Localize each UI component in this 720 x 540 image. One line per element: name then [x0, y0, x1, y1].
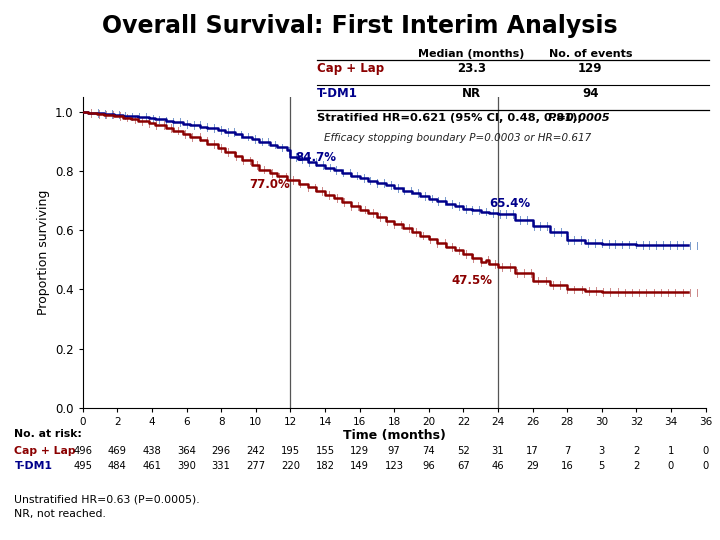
Text: Time (months): Time (months): [343, 429, 446, 442]
Text: Median (months): Median (months): [418, 49, 525, 59]
Text: 461: 461: [143, 461, 161, 471]
Text: 94: 94: [582, 87, 598, 100]
Text: 149: 149: [350, 461, 369, 471]
Text: 469: 469: [108, 446, 127, 456]
Text: 7: 7: [564, 446, 570, 456]
Text: 77.0%: 77.0%: [249, 178, 289, 191]
Text: No. at risk:: No. at risk:: [14, 429, 82, 440]
Text: 5: 5: [598, 461, 605, 471]
Text: 129: 129: [578, 62, 603, 75]
Text: 0: 0: [668, 461, 674, 471]
Text: 1: 1: [668, 446, 674, 456]
Text: 96: 96: [423, 461, 435, 471]
Text: 23.3: 23.3: [457, 62, 486, 75]
Text: 331: 331: [212, 461, 230, 471]
Text: 182: 182: [315, 461, 335, 471]
Text: 438: 438: [143, 446, 161, 456]
Text: 65.4%: 65.4%: [490, 197, 531, 210]
Text: 74: 74: [423, 446, 435, 456]
Text: 17: 17: [526, 446, 539, 456]
Y-axis label: Proportion surviving: Proportion surviving: [37, 190, 50, 315]
Text: Stratified HR=0.621 (95% CI, 0.48, 0.81);: Stratified HR=0.621 (95% CI, 0.48, 0.81)…: [317, 113, 582, 123]
Text: 29: 29: [526, 461, 539, 471]
Text: 52: 52: [457, 446, 469, 456]
Text: 3: 3: [598, 446, 605, 456]
Text: 2: 2: [633, 461, 639, 471]
Text: 47.5%: 47.5%: [451, 274, 492, 287]
Text: NR: NR: [462, 87, 481, 100]
Text: Cap + Lap: Cap + Lap: [317, 62, 384, 75]
Text: 195: 195: [281, 446, 300, 456]
Text: T-DM1: T-DM1: [317, 87, 358, 100]
Text: 390: 390: [177, 461, 196, 471]
Text: 496: 496: [73, 446, 92, 456]
Text: 296: 296: [212, 446, 231, 456]
Text: Overall Survival: First Interim Analysis: Overall Survival: First Interim Analysis: [102, 14, 618, 37]
Text: 84.7%: 84.7%: [296, 151, 336, 164]
Text: 2: 2: [633, 446, 639, 456]
Text: Cap + Lap: Cap + Lap: [14, 446, 76, 456]
Text: 16: 16: [561, 461, 574, 471]
Text: 495: 495: [73, 461, 92, 471]
Text: T-DM1: T-DM1: [14, 461, 53, 471]
Text: 364: 364: [177, 446, 196, 456]
Text: 277: 277: [246, 461, 266, 471]
Text: NR, not reached.: NR, not reached.: [14, 509, 107, 519]
Text: 97: 97: [388, 446, 400, 456]
Text: 123: 123: [384, 461, 404, 471]
Text: 67: 67: [457, 461, 469, 471]
Text: Efficacy stopping boundary P=0.0003 or HR=0.617: Efficacy stopping boundary P=0.0003 or H…: [324, 133, 591, 144]
Text: 31: 31: [492, 446, 504, 456]
Text: Unstratified HR=0.63 (P=0.0005).: Unstratified HR=0.63 (P=0.0005).: [14, 494, 200, 504]
Text: No. of events: No. of events: [549, 49, 632, 59]
Text: 155: 155: [315, 446, 335, 456]
Text: 242: 242: [246, 446, 265, 456]
Text: 0: 0: [703, 461, 708, 471]
Text: 220: 220: [281, 461, 300, 471]
Text: 484: 484: [108, 461, 127, 471]
Text: P=0.0005: P=0.0005: [544, 113, 609, 123]
Text: 129: 129: [350, 446, 369, 456]
Text: 46: 46: [492, 461, 504, 471]
Text: 0: 0: [703, 446, 708, 456]
